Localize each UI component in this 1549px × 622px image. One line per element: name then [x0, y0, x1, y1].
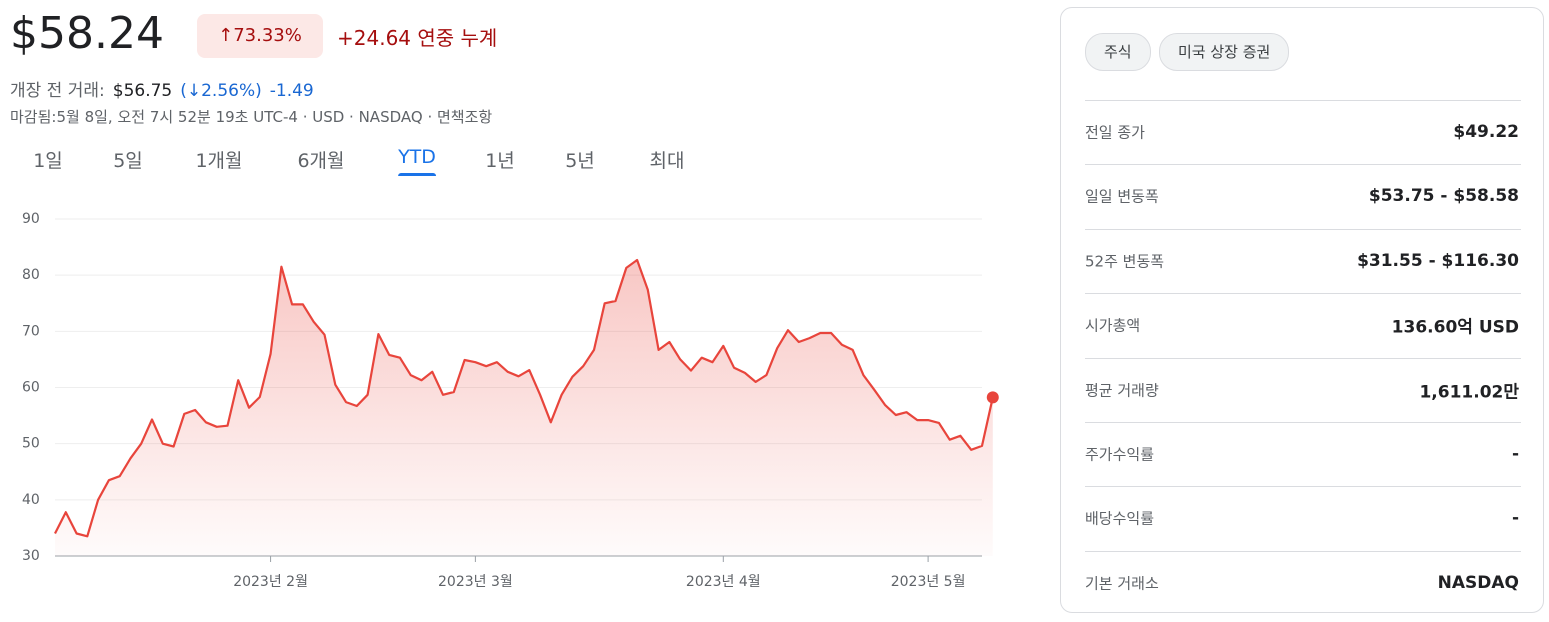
stat-label: 시가총액	[1085, 316, 1141, 335]
status: 마감됨:5월 8일, 오전 7시 52분 19초 UTC-4 · USD · N…	[10, 108, 493, 126]
divider	[1085, 550, 1521, 552]
stat-label: 일일 변동폭	[1085, 187, 1159, 206]
y-tick-label: 40	[22, 492, 40, 508]
stat-value: $53.75 - $58.58	[1368, 186, 1519, 207]
stat-value: NASDAQ	[1437, 572, 1519, 593]
divider	[1085, 486, 1521, 488]
divider	[1085, 422, 1521, 423]
y-tick-label: 80	[22, 267, 40, 283]
chip[interactable]: 주식	[1085, 33, 1151, 71]
y-tick-label: 90	[22, 211, 40, 227]
y-tick-label: 30	[22, 548, 40, 564]
last-point	[986, 391, 999, 404]
price-line	[54, 258, 994, 538]
price: $58.24	[10, 8, 164, 59]
stat-value: $31.55 - $116.30	[1357, 250, 1519, 271]
range-tab[interactable]: 1년	[485, 150, 515, 172]
premarket-change: -1.49	[269, 81, 314, 101]
divider	[1085, 293, 1521, 295]
range-tab[interactable]: YTD	[398, 146, 436, 176]
range-tab[interactable]: 1일	[33, 150, 63, 172]
change-period: 연중 누계	[417, 26, 498, 50]
range-tab[interactable]: 5년	[565, 150, 595, 172]
divider	[1085, 228, 1521, 230]
y-tick-label: 70	[22, 323, 40, 339]
premarket-price: $56.75	[112, 81, 173, 101]
divider	[1085, 357, 1521, 359]
change-value: +24.64	[337, 26, 412, 50]
y-tick-label: 50	[22, 436, 40, 452]
chip[interactable]: 미국 상장 증권	[1159, 33, 1290, 71]
premarket: 개장 전 거래: $56.75 (↓2.56%) -1.49	[10, 76, 314, 101]
chart: 30 40 50 60 70 80 90 2023년 2월 2023년 3월 2023년 4월 20…	[22, 211, 999, 590]
stat-value: -	[1511, 508, 1519, 529]
stat-label: 전일 종가	[1085, 123, 1145, 142]
x-tick-label: 2023년 4월	[686, 574, 761, 590]
range-tab[interactable]: 5일	[113, 150, 143, 172]
stat-label: 배당수익률	[1085, 509, 1155, 528]
stat-value: -	[1511, 444, 1519, 464]
stat-label: 주가수익률	[1085, 445, 1155, 464]
x-tick-label: 2023년 2월	[233, 574, 308, 590]
stat-label: 기본 거래소	[1085, 574, 1159, 593]
range-tab[interactable]: 1개월	[195, 150, 243, 172]
stat-value: $49.22	[1453, 122, 1519, 142]
range-tab[interactable]: 6개월	[297, 150, 345, 172]
stat-value: 1,611.02만	[1419, 382, 1519, 403]
divider	[1085, 100, 1521, 101]
change: +24.64 연중 누계	[337, 22, 497, 51]
price-area	[55, 260, 993, 556]
divider	[1085, 164, 1521, 166]
x-tick-label: 2023년 3월	[438, 574, 513, 590]
y-tick-label: 60	[22, 380, 40, 396]
stat-value: 136.60억 USD	[1391, 317, 1519, 338]
premarket-label: 개장 전 거래:	[10, 81, 105, 101]
stat-label: 평균 거래량	[1085, 381, 1159, 400]
change-badge: ↑73.33%	[197, 14, 323, 58]
premarket-pct: (↓2.56%)	[180, 81, 262, 101]
stat-label: 52주 변동폭	[1085, 252, 1165, 271]
x-tick-label: 2023년 5월	[891, 574, 966, 590]
range-tab[interactable]: 최대	[649, 150, 685, 172]
